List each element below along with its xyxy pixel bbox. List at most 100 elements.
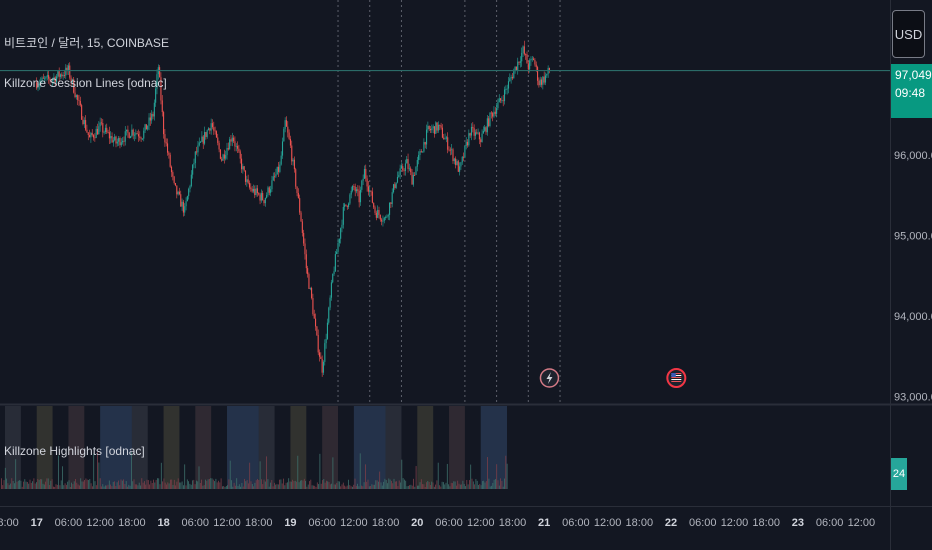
symbol-title[interactable]: 비트코인 / 달러, 15, COINBASE xyxy=(4,36,169,50)
volume-bar xyxy=(261,479,262,489)
volume-bar xyxy=(77,484,79,489)
volume-bar xyxy=(179,482,180,489)
study-title-highlights[interactable]: Killzone Highlights [odnac] xyxy=(4,444,145,458)
candle xyxy=(371,191,373,203)
volume-bar xyxy=(7,483,9,489)
volume-bar xyxy=(92,486,93,489)
candle xyxy=(280,155,282,165)
volume-bar xyxy=(123,479,124,489)
candle xyxy=(544,75,547,83)
price-axis[interactable]: 96,000.00 95,000.00 94,000.00 93,000.00 xyxy=(894,150,932,404)
volume-bar xyxy=(470,464,472,489)
volume-bar xyxy=(277,484,279,489)
volume-value-badge: 24 xyxy=(891,458,907,490)
candle xyxy=(123,140,125,142)
volume-bar xyxy=(401,459,403,489)
time-tick-label: 06:00 xyxy=(308,517,336,529)
volume-bar xyxy=(219,482,221,489)
highlight-zone-asia xyxy=(258,406,275,489)
volume-bar xyxy=(388,478,390,489)
time-tick-label: 18:00 xyxy=(626,517,654,529)
volume-bar xyxy=(90,483,92,489)
volume-bar xyxy=(45,481,46,489)
volume-bar xyxy=(406,486,408,489)
candle xyxy=(75,95,77,98)
candle xyxy=(460,162,462,167)
candle xyxy=(247,179,249,184)
volume-bar xyxy=(275,484,277,489)
volume-bar xyxy=(235,485,236,489)
candle xyxy=(373,202,375,208)
candle xyxy=(477,132,479,134)
volume-bar xyxy=(136,484,137,489)
volume-bar xyxy=(283,478,284,489)
volume-bar xyxy=(459,484,461,489)
candle xyxy=(526,54,528,64)
candle xyxy=(192,164,194,175)
candle xyxy=(300,212,302,222)
candle xyxy=(145,124,147,130)
candle xyxy=(66,67,68,71)
volume-bar xyxy=(309,481,310,489)
candle xyxy=(358,190,360,203)
currency-button[interactable]: USD xyxy=(892,10,925,58)
volume-bar xyxy=(237,485,239,489)
volume-bar xyxy=(264,481,266,489)
candle xyxy=(144,124,146,131)
candle xyxy=(304,243,306,255)
candle xyxy=(61,74,63,77)
volume-bar xyxy=(51,479,53,489)
volume-bar xyxy=(480,485,482,489)
candle xyxy=(333,271,335,274)
candle xyxy=(70,77,72,82)
candle xyxy=(357,189,359,191)
volume-bar xyxy=(175,485,176,489)
candle xyxy=(453,158,455,162)
candle xyxy=(215,131,217,138)
volume-bar xyxy=(272,486,274,489)
candle xyxy=(136,133,138,135)
volume-bar xyxy=(504,478,505,489)
candle xyxy=(381,219,383,222)
time-axis[interactable]: 18:001706:0012:0018:001806:0012:0018:001… xyxy=(0,517,875,529)
volume-bar xyxy=(216,482,218,489)
candle xyxy=(316,326,318,336)
volume-bar xyxy=(379,471,381,489)
candle xyxy=(155,88,157,103)
candle xyxy=(160,77,162,101)
volume-bar xyxy=(66,484,67,489)
candle xyxy=(185,201,187,207)
candle xyxy=(180,194,182,207)
candle xyxy=(365,168,367,179)
candle xyxy=(502,100,504,102)
volume-bar xyxy=(172,484,174,489)
study-title-session-lines[interactable]: Killzone Session Lines [odnac] xyxy=(4,76,167,90)
candle xyxy=(59,74,62,77)
volume-bar xyxy=(298,482,300,489)
candle xyxy=(463,156,465,158)
volume-bar xyxy=(345,486,347,489)
volume-bar xyxy=(95,485,97,489)
candle xyxy=(263,199,265,204)
volume-bar xyxy=(257,478,258,489)
candle xyxy=(427,125,429,130)
volume-bar xyxy=(215,478,217,489)
candle xyxy=(440,125,442,128)
volume-bar xyxy=(267,479,269,489)
candle xyxy=(248,183,251,188)
candle xyxy=(184,206,186,213)
candle xyxy=(255,188,257,195)
event-markers[interactable] xyxy=(539,368,687,388)
volume-bar xyxy=(346,485,348,489)
candle xyxy=(443,137,445,140)
volume-bar xyxy=(81,481,83,489)
candle xyxy=(108,132,110,139)
volume-bar xyxy=(125,481,127,489)
volume-bar xyxy=(29,479,31,489)
volume-bar xyxy=(193,479,195,489)
volume-bar xyxy=(419,482,421,489)
volume-bar xyxy=(50,480,52,489)
time-tick-label: 18:00 xyxy=(245,517,273,529)
